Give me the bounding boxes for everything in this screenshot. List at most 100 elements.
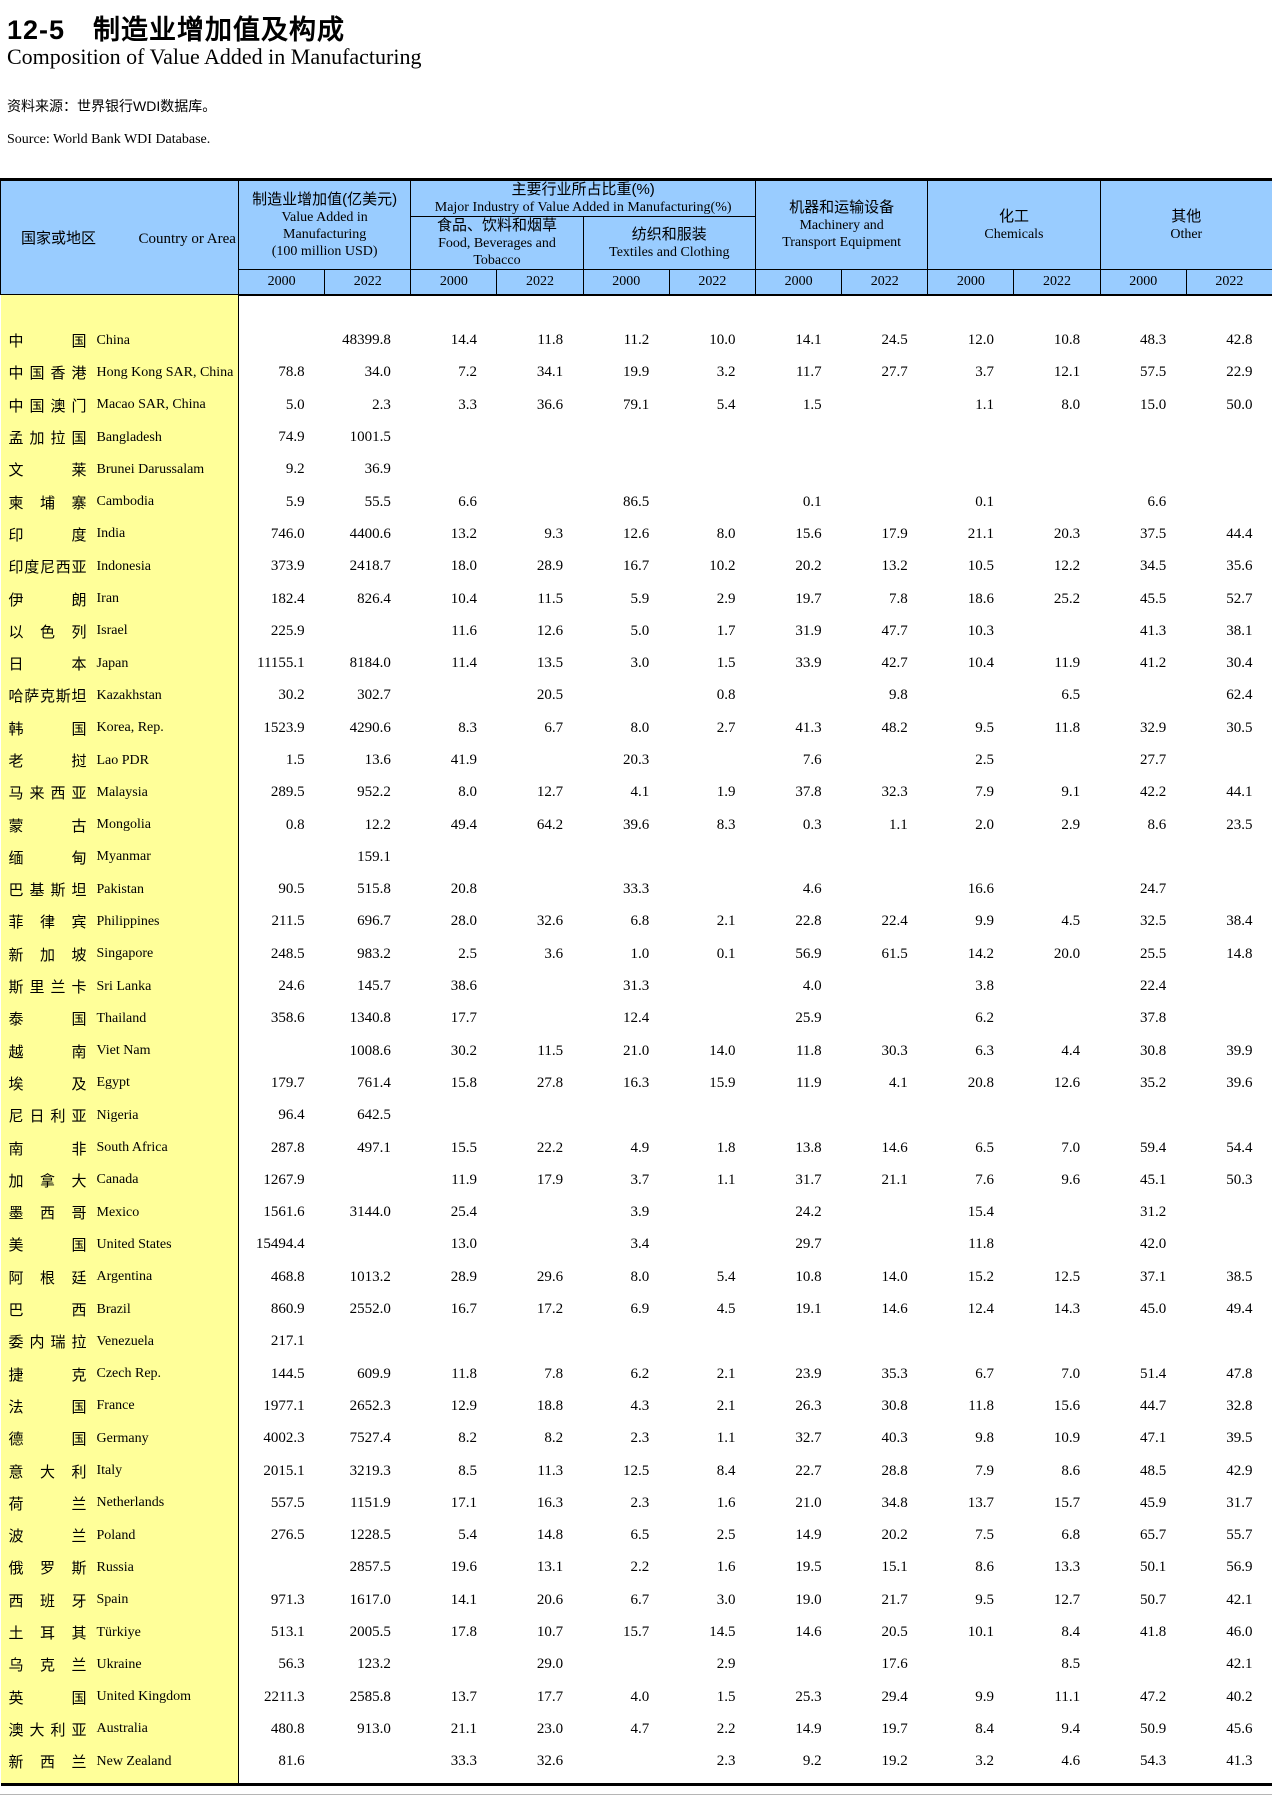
value-cell: 78.8 xyxy=(278,364,305,381)
value-cell: 13.3 xyxy=(1053,1559,1081,1576)
value-cell: 11.2 xyxy=(623,332,650,349)
bottom-rule xyxy=(0,1794,1272,1795)
country-name-zh: 缅甸 xyxy=(8,849,87,867)
value-cell xyxy=(842,421,928,453)
table-row: 老挝 Lao PDR 1.5 13.6 41.9 20.3 7.6 2.5 27.7 xyxy=(0,744,1272,777)
value-cell: 2.2 xyxy=(630,1559,650,1576)
value-cell: 9.4 xyxy=(1061,1720,1081,1737)
value-cell: 19.7 xyxy=(795,590,822,607)
value-cell xyxy=(583,841,669,873)
value-cell: 3.9 xyxy=(630,1204,650,1221)
value-cell: 2.1 xyxy=(716,913,736,930)
value-cell xyxy=(583,1649,669,1681)
value-cell: 17.8 xyxy=(450,1624,477,1641)
value-cell: 13.7 xyxy=(450,1688,477,1705)
country-name-zh: 墨西哥 xyxy=(8,1205,87,1223)
value-cell: 7.8 xyxy=(889,590,908,607)
country-name-zh: 意大利 xyxy=(8,1463,87,1481)
value-cell: 8.4 xyxy=(716,1462,736,1479)
value-cell: 41.2 xyxy=(1140,655,1167,672)
value-cell: 11.8 xyxy=(968,1397,994,1414)
value-cell xyxy=(842,389,928,421)
value-cell: 1.1 xyxy=(716,1171,736,1188)
country-name-en: United States xyxy=(96,1236,172,1252)
country-name-en: Netherlands xyxy=(96,1495,165,1511)
value-cell: 1013.2 xyxy=(349,1268,391,1285)
value-cell: 12.6 xyxy=(536,622,564,639)
value-cell: 9.8 xyxy=(975,1430,994,1447)
value-cell: 8.0 xyxy=(458,784,477,801)
value-cell: 20.6 xyxy=(536,1591,564,1608)
country-cell: 美国 United States xyxy=(0,1228,239,1262)
country-name-en: Mongolia xyxy=(96,817,151,833)
value-cell: 11.8 xyxy=(451,1365,477,1382)
value-cell: 17.7 xyxy=(450,1010,477,1027)
value-cell: 31.7 xyxy=(1226,1494,1253,1511)
value-cell xyxy=(583,1326,669,1358)
value-cell: 1.1 xyxy=(889,816,908,833)
country-cell: 荷兰 Netherlands xyxy=(0,1487,239,1520)
value-cell xyxy=(411,841,497,873)
value-cell xyxy=(497,874,583,906)
value-cell: 2.2 xyxy=(716,1720,736,1737)
value-cell: 5.4 xyxy=(458,1527,477,1544)
country-cell: 伊朗 Iran xyxy=(0,582,239,616)
country-name-en: Hong Kong SAR, China xyxy=(96,364,234,380)
value-cell: 211.5 xyxy=(271,913,305,930)
value-cell: 22.4 xyxy=(1140,978,1167,995)
value-cell: 45.9 xyxy=(1140,1494,1167,1511)
country-cell: 印度尼西亚 Indonesia xyxy=(0,550,239,583)
value-cell: 28.9 xyxy=(450,1268,477,1285)
country-name-en: Italy xyxy=(96,1463,123,1479)
table-row: 缅甸 Myanmar 159.1 xyxy=(0,841,1272,874)
value-cell: 10.0 xyxy=(709,332,736,349)
value-cell: 41.3 xyxy=(1140,622,1167,639)
value-cell xyxy=(583,1746,669,1778)
value-cell: 27.8 xyxy=(536,1074,564,1091)
value-cell: 6.2 xyxy=(630,1365,650,1382)
value-cell: 4.9 xyxy=(630,1139,650,1156)
value-cell: 48.2 xyxy=(881,719,908,736)
value-cell: 11.9 xyxy=(451,1171,477,1188)
value-cell: 12.2 xyxy=(364,816,391,833)
value-cell xyxy=(1100,454,1186,486)
value-cell: 30.3 xyxy=(881,1042,908,1059)
country-name-zh: 法国 xyxy=(8,1398,87,1416)
value-cell: 14.1 xyxy=(795,332,822,349)
value-cell: 50.3 xyxy=(1226,1171,1253,1188)
value-cell: 4.0 xyxy=(802,978,822,995)
value-cell: 79.1 xyxy=(623,396,650,413)
value-cell: 49.4 xyxy=(450,816,477,833)
country-name-en: Venezuela xyxy=(96,1333,155,1349)
value-cell xyxy=(1014,615,1100,647)
table-row: 荷兰 Netherlands 557.5 1151.9 17.1 16.3 2.3 1.6 21… xyxy=(0,1487,1272,1520)
value-cell: 48399.8 xyxy=(342,332,391,349)
value-cell xyxy=(755,680,841,712)
value-cell: 38.5 xyxy=(1226,1268,1253,1285)
value-cell: 17.9 xyxy=(881,525,908,542)
value-cell: 30.8 xyxy=(1140,1042,1167,1059)
value-cell: 1.6 xyxy=(716,1559,736,1576)
value-cell: 12.5 xyxy=(1053,1268,1081,1285)
value-cell: 6.5 xyxy=(975,1139,994,1156)
value-cell xyxy=(325,615,411,647)
value-cell xyxy=(1100,1326,1186,1358)
value-cell: 9.5 xyxy=(975,719,994,736)
header-year: 2022 xyxy=(496,269,584,296)
table-row: 尼日利亚 Nigeria 96.4 642.5 xyxy=(0,1099,1272,1132)
value-cell xyxy=(669,1326,755,1358)
value-cell: 3.0 xyxy=(630,655,650,672)
table-row: 巴基斯坦 Pakistan 90.5 515.8 20.8 33.3 4.6 16.6 24.7 xyxy=(0,873,1272,906)
value-cell: 15.1 xyxy=(881,1559,908,1576)
country-name-en: Sri Lanka xyxy=(96,978,152,994)
value-cell: 4.1 xyxy=(630,784,650,801)
value-cell: 6.6 xyxy=(1147,493,1167,510)
value-cell: 11.4 xyxy=(451,655,477,672)
country-name-en: Russia xyxy=(96,1559,134,1575)
country-cell: 日本 Japan xyxy=(0,647,239,680)
value-cell: 56.9 xyxy=(795,945,822,962)
value-cell: 8.2 xyxy=(544,1430,564,1447)
value-cell: 3219.3 xyxy=(349,1462,391,1479)
value-cell: 15494.4 xyxy=(255,1236,305,1253)
value-cell: 14.2 xyxy=(967,945,994,962)
